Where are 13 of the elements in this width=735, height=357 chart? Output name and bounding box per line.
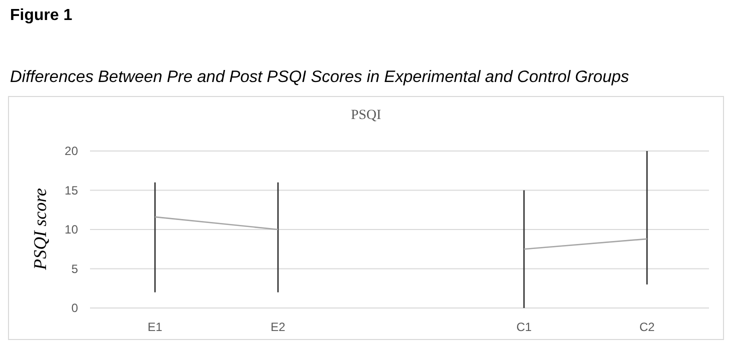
- y-tick-label: 15: [64, 183, 78, 198]
- y-tick-label: 0: [71, 301, 78, 316]
- y-tick-label: 20: [64, 144, 78, 158]
- caption: Figure 1: [10, 7, 72, 24]
- x-tick-label: C1: [516, 320, 532, 334]
- y-axis-title: PSQI score: [30, 188, 50, 271]
- y-tick-label: 5: [71, 262, 78, 276]
- y-tick-label: 10: [64, 222, 78, 237]
- x-tick-label: C2: [639, 320, 655, 334]
- x-tick-label: E2: [270, 320, 286, 334]
- x-tick-label: E1: [148, 320, 163, 334]
- chart-title: PSQI: [350, 108, 382, 123]
- text: Differences Between Pre and Post PSQI Scores in Experimental and Control Groups: [10, 68, 630, 86]
